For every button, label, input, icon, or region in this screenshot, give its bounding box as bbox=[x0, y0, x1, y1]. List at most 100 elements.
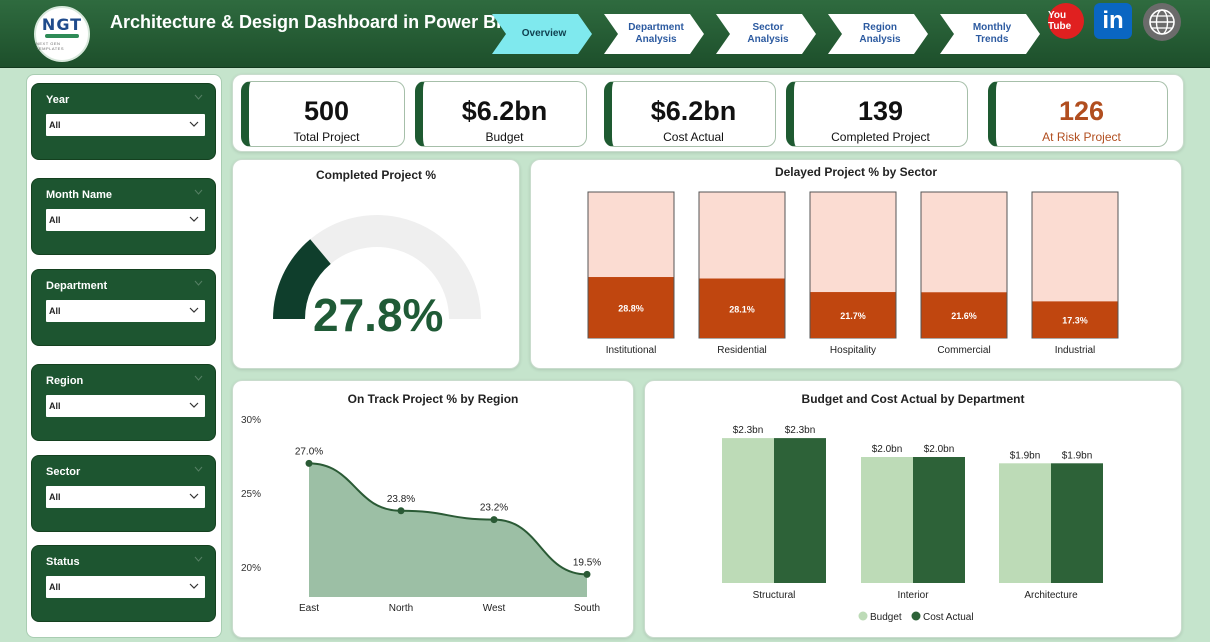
kpi-label: Completed Project bbox=[831, 130, 930, 144]
nav-department-analysis[interactable]: Department Analysis bbox=[604, 14, 704, 54]
region-dropdown[interactable]: All bbox=[46, 395, 205, 417]
legend-marker bbox=[911, 611, 921, 621]
bar-data-label: 28.8% bbox=[618, 304, 644, 314]
bar-hospitality[interactable] bbox=[810, 292, 896, 338]
nav-label: Monthly Trends bbox=[972, 22, 1012, 45]
area-fill bbox=[309, 463, 587, 597]
bar-industrial[interactable] bbox=[1032, 301, 1118, 338]
nav-label: Sector Analysis bbox=[747, 22, 789, 45]
x-tick-label: North bbox=[389, 603, 413, 614]
bar-data-label: 28.1% bbox=[729, 304, 755, 314]
bar-cost-actual[interactable] bbox=[774, 438, 826, 583]
nav-region-analysis[interactable]: Region Analysis bbox=[828, 14, 928, 54]
chevron-down-icon bbox=[194, 189, 203, 195]
bar-data-label: 21.6% bbox=[951, 311, 977, 321]
bar-data-label: 21.7% bbox=[840, 311, 866, 321]
logo-subtext: NEXT GEN TEMPLATES bbox=[36, 41, 64, 51]
kpi-label: Total Project bbox=[293, 130, 360, 144]
kpi-value: 126 bbox=[1058, 96, 1105, 126]
bar-cost-actual[interactable] bbox=[913, 457, 965, 583]
chevron-down-icon bbox=[194, 94, 203, 100]
kpi-at-risk-project: 126 At Risk Project bbox=[988, 81, 1168, 147]
bar-residential[interactable] bbox=[699, 278, 785, 338]
bar-commercial[interactable] bbox=[921, 292, 1007, 338]
nav-overview[interactable]: Overview bbox=[492, 14, 592, 54]
slicer-label: Status bbox=[46, 556, 80, 568]
bar-budget[interactable] bbox=[999, 463, 1051, 583]
x-tick-label: East bbox=[299, 603, 319, 614]
department-bar-chart: $2.3bn $2.3bn Structural $2.0bn $2.0bn Interi… bbox=[722, 425, 1103, 623]
chevron-down-icon bbox=[189, 307, 199, 313]
slicer-status: Status All bbox=[31, 545, 216, 622]
x-tick-label: West bbox=[483, 603, 506, 614]
kpi-strip: 500 Total Project $6.2bn Budget $6.2bn C… bbox=[232, 74, 1184, 152]
month-name-dropdown[interactable]: All bbox=[46, 209, 205, 231]
dropdown-value: All bbox=[49, 120, 61, 130]
dropdown-value: All bbox=[49, 306, 61, 316]
chevron-down-icon bbox=[194, 280, 203, 286]
linkedin-label: in bbox=[1102, 7, 1124, 34]
chart-title: Delayed Project % by Sector bbox=[774, 165, 938, 179]
x-tick-label: Interior bbox=[897, 590, 929, 601]
data-point[interactable] bbox=[583, 570, 591, 578]
dropdown-value: All bbox=[49, 215, 61, 225]
bar-data-label: $2.0bn bbox=[924, 444, 955, 455]
chevron-down-icon bbox=[189, 493, 199, 499]
nav-monthly-trends[interactable]: Monthly Trends bbox=[940, 14, 1040, 54]
point-data-label: 23.8% bbox=[387, 494, 415, 505]
bar-data-label: $2.3bn bbox=[785, 425, 816, 436]
chart-title: Completed Project % bbox=[315, 168, 437, 182]
point-data-label: 19.5% bbox=[573, 557, 601, 568]
slicer-label: Year bbox=[46, 94, 70, 106]
chevron-down-icon bbox=[189, 583, 199, 589]
completed-project-gauge-panel: Completed Project % 27.8% bbox=[232, 159, 520, 369]
logo-swoosh bbox=[45, 34, 79, 38]
bar-cost-actual[interactable] bbox=[1051, 463, 1103, 583]
logo-text: NGT bbox=[41, 15, 83, 34]
chevron-down-icon bbox=[194, 466, 203, 472]
sector-dropdown[interactable]: All bbox=[46, 486, 205, 508]
chevron-down-icon bbox=[189, 216, 199, 222]
nav-label: Department Analysis bbox=[628, 22, 684, 45]
kpi-label: At Risk Project bbox=[1042, 130, 1121, 144]
status-dropdown[interactable]: All bbox=[46, 576, 205, 598]
y-tick-label: 25% bbox=[241, 489, 261, 500]
data-point[interactable] bbox=[305, 459, 313, 467]
data-point[interactable] bbox=[490, 516, 498, 524]
kpi-completed-project: 139 Completed Project bbox=[786, 81, 968, 147]
dashboard-title: Architecture & Design Dashboard in Power… bbox=[110, 12, 502, 32]
x-tick-label: Architecture bbox=[1024, 590, 1078, 601]
bar-institutional[interactable] bbox=[588, 277, 674, 338]
globe-icon[interactable] bbox=[1143, 3, 1181, 41]
department-dropdown[interactable]: All bbox=[46, 300, 205, 322]
sector-bar-chart: 28.8% Institutional 28.1% Residential 21.7% H… bbox=[587, 191, 1119, 356]
nav-sector-analysis[interactable]: Sector Analysis bbox=[716, 14, 816, 54]
chevron-down-icon bbox=[194, 556, 203, 562]
kpi-cost-actual: $6.2bn Cost Actual bbox=[604, 81, 776, 147]
bar-budget[interactable] bbox=[722, 438, 774, 583]
bar-budget[interactable] bbox=[861, 457, 913, 583]
x-tick-label: Structural bbox=[753, 590, 796, 601]
chevron-down-icon bbox=[189, 121, 199, 127]
on-track-by-region-panel: On Track Project % by Region 30% 25% 20% 27… bbox=[232, 380, 634, 638]
bar-data-label: $2.0bn bbox=[872, 444, 903, 455]
company-logo: NGT NEXT GEN TEMPLATES bbox=[34, 6, 90, 62]
data-point[interactable] bbox=[397, 507, 405, 515]
gauge-fill bbox=[273, 239, 331, 319]
globe-glyph bbox=[1149, 9, 1175, 35]
series-line bbox=[308, 462, 588, 576]
filter-sidebar bbox=[26, 74, 222, 638]
region-area-chart: 30% 25% 20% 27.0% East 23.8% North 23.2% West 19.… bbox=[241, 415, 601, 614]
year-dropdown[interactable]: All bbox=[46, 114, 205, 136]
dropdown-value: All bbox=[49, 401, 61, 411]
point-data-label: 23.2% bbox=[480, 503, 508, 514]
slicer-label: Sector bbox=[46, 466, 81, 478]
bar-data-label: $1.9bn bbox=[1062, 450, 1093, 461]
kpi-label: Budget bbox=[485, 130, 524, 144]
linkedin-icon[interactable]: in bbox=[1094, 3, 1132, 39]
gauge-track bbox=[310, 215, 481, 319]
slicer-label: Department bbox=[46, 280, 108, 292]
slicer-label: Month Name bbox=[46, 189, 112, 201]
youtube-icon[interactable]: You Tube bbox=[1048, 3, 1084, 39]
chart-title: Budget and Cost Actual by Department bbox=[801, 392, 1025, 406]
